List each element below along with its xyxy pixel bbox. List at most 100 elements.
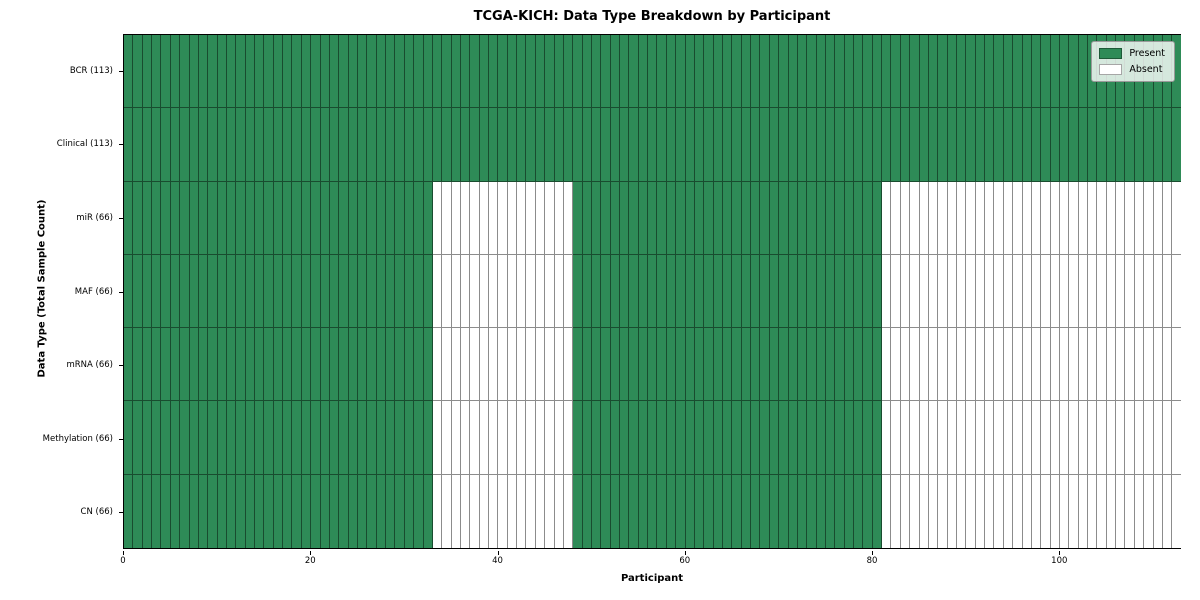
absent-cell [1144,328,1154,402]
present-cell [713,474,723,548]
present-cell [311,328,321,402]
absent-cell [1050,328,1060,402]
present-cell [610,108,621,182]
present-cell [460,108,471,182]
absent-cell [1144,401,1154,475]
present-cell [489,35,499,109]
present-cell [414,474,424,548]
present-cell [601,401,611,475]
present-cell [713,181,723,255]
present-cell [198,35,209,109]
absent-cell [554,474,564,548]
present-cell [535,108,546,182]
present-cell [844,108,855,182]
present-cell [816,474,826,548]
matrix-row-maf [124,254,1181,329]
present-cell [591,254,602,329]
absent-cell [985,254,995,329]
present-cell [863,328,873,402]
present-cell [723,181,733,255]
y-tick-mark [119,144,123,146]
present-cell [180,181,190,255]
present-cell [666,181,677,255]
absent-cell [526,328,536,402]
present-cell [741,108,752,182]
legend-label-present: Present [1129,48,1165,59]
present-cell [1059,35,1070,109]
present-cell [161,474,171,548]
absent-cell [947,254,957,329]
absent-cell [928,474,939,548]
absent-cell [1078,474,1089,548]
absent-cell [545,401,555,475]
present-cell [142,181,153,255]
present-cell [357,254,368,329]
absent-cell [507,474,518,548]
present-cell [245,108,256,182]
present-cell [1097,108,1107,182]
present-cell [610,35,621,109]
present-cell [273,181,284,255]
present-cell [610,401,621,475]
present-cell [255,35,265,109]
present-cell [545,108,555,182]
present-cell [245,181,256,255]
absent-cell [1088,181,1098,255]
present-cell [638,474,649,548]
absent-cell [910,401,920,475]
absent-cell [882,328,892,402]
present-cell [367,474,377,548]
absent-cell [498,328,508,402]
absent-cell [1153,181,1163,255]
absent-cell [460,181,471,255]
present-cell [760,181,770,255]
present-cell [788,254,798,329]
absent-cell [1031,254,1042,329]
present-cell [395,35,405,109]
present-cell [170,35,181,109]
present-cell [844,35,855,109]
absent-cell [966,474,976,548]
present-cell [694,35,705,109]
absent-cell [545,254,555,329]
present-cell [180,474,190,548]
present-cell [676,474,686,548]
absent-cell [919,254,929,329]
present-cell [591,181,602,255]
present-cell [657,328,667,402]
present-cell [723,254,733,329]
absent-cell [517,474,527,548]
present-cell [741,328,752,402]
present-cell [601,328,611,402]
present-cell [648,328,658,402]
absent-cell [507,401,518,475]
present-cell [208,181,218,255]
present-cell [732,474,742,548]
present-cell [1013,108,1023,182]
present-cell [376,35,387,109]
present-cell [854,108,864,182]
present-cell [582,474,592,548]
present-cell [797,181,808,255]
present-cell [1050,35,1060,109]
present-cell [124,328,134,402]
absent-cell [507,328,518,402]
present-cell [329,254,340,329]
absent-cell [1144,474,1154,548]
present-cell [170,254,181,329]
x-tick-label: 20 [304,556,316,566]
absent-cell [460,474,471,548]
present-cell [657,108,667,182]
present-cell [245,474,256,548]
present-cell [217,328,227,402]
present-cell [620,328,630,402]
absent-cell [498,401,508,475]
absent-cell [526,401,536,475]
absent-cell [956,401,967,475]
present-cell [423,474,433,548]
absent-cell [460,328,471,402]
present-cell [376,328,387,402]
absent-cell [938,474,948,548]
present-cell [161,108,171,182]
present-cell [835,401,845,475]
